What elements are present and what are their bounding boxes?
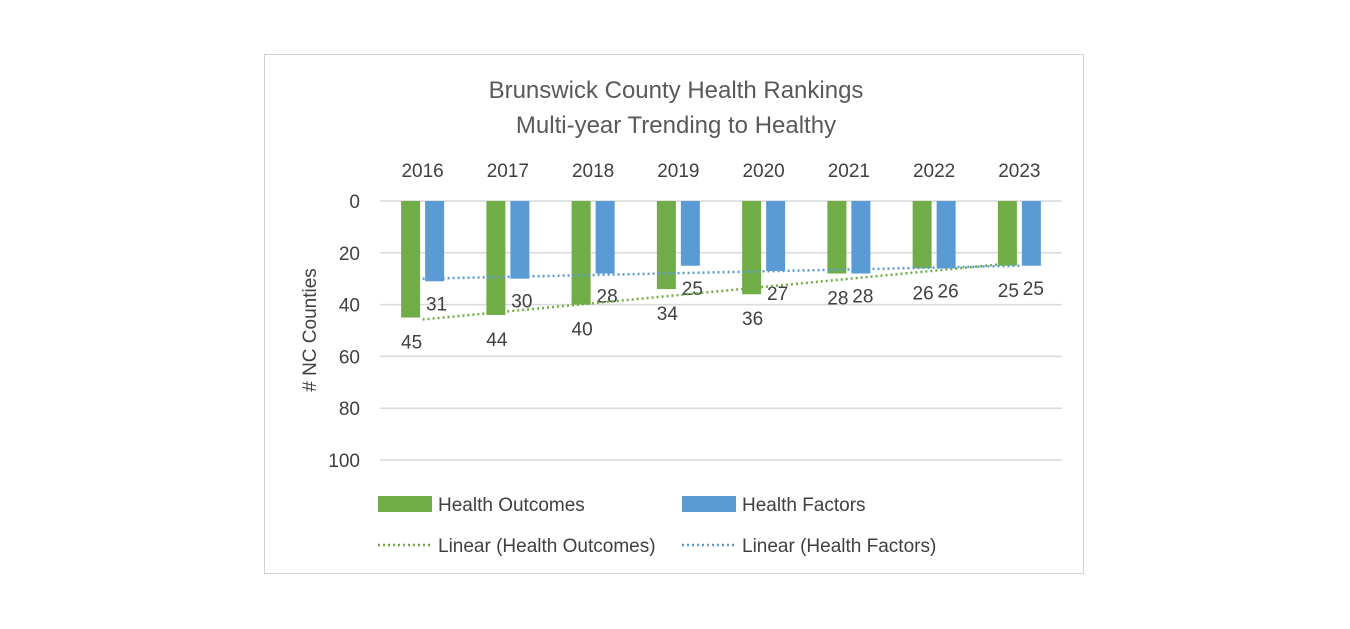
bar-health-factors xyxy=(595,201,615,274)
data-label-health-outcomes: 45 xyxy=(401,333,422,354)
data-label-health-outcomes: 34 xyxy=(657,304,679,325)
data-label-health-factors: 27 xyxy=(767,284,788,305)
x-tick-label: 2020 xyxy=(742,161,784,182)
chart-title-line: Multi-year Trending to Healthy xyxy=(516,112,836,139)
legend-health-factors-swatch xyxy=(682,496,736,512)
chart-frame xyxy=(264,54,1084,574)
y-tick-label: 60 xyxy=(339,347,360,368)
y-tick-label: 40 xyxy=(339,296,360,317)
bar-health-outcomes xyxy=(571,201,591,305)
y-tick-label: 80 xyxy=(339,399,360,420)
bar-health-factors xyxy=(936,201,956,269)
chart-title-line: Brunswick County Health Rankings xyxy=(489,77,864,104)
data-label-health-outcomes: 36 xyxy=(742,309,763,330)
bar-health-outcomes xyxy=(486,201,506,315)
data-label-health-outcomes: 26 xyxy=(913,283,934,304)
bar-health-outcomes xyxy=(912,201,932,269)
data-label-health-factors: 30 xyxy=(511,292,532,313)
legend-linear-health-outcomes-label: Linear (Health Outcomes) xyxy=(438,536,656,557)
legend-linear-health-factors-label: Linear (Health Factors) xyxy=(742,536,936,557)
x-tick-label: 2018 xyxy=(572,161,614,182)
bar-health-outcomes xyxy=(997,201,1017,266)
legend-health-outcomes-swatch xyxy=(378,496,432,512)
data-label-health-factors: 25 xyxy=(1023,279,1044,300)
legend-health-factors-label: Health Factors xyxy=(742,495,866,516)
y-tick-label: 20 xyxy=(339,244,360,265)
x-tick-label: 2021 xyxy=(828,161,870,182)
data-label-health-factors: 28 xyxy=(852,287,873,308)
data-label-health-factors: 26 xyxy=(938,281,959,302)
bar-health-outcomes xyxy=(742,201,762,295)
x-tick-label: 2023 xyxy=(998,161,1040,182)
bar-health-factors xyxy=(425,201,445,282)
y-axis-title: # NC Counties xyxy=(300,268,321,392)
y-tick-label: 100 xyxy=(328,451,360,472)
y-tick-label: 0 xyxy=(349,192,360,213)
data-label-health-outcomes: 44 xyxy=(486,330,508,351)
data-label-health-outcomes: 40 xyxy=(572,320,593,341)
bar-health-outcomes xyxy=(827,201,847,274)
x-tick-label: 2022 xyxy=(913,161,955,182)
bar-health-factors xyxy=(851,201,871,274)
bar-health-factors xyxy=(510,201,530,279)
x-tick-label: 2019 xyxy=(657,161,699,182)
data-label-health-outcomes: 25 xyxy=(998,281,1019,302)
bar-health-factors xyxy=(766,201,786,271)
bar-health-outcomes xyxy=(656,201,676,290)
legend-health-outcomes-label: Health Outcomes xyxy=(438,495,585,516)
data-label-health-outcomes: 28 xyxy=(827,289,848,310)
bar-health-outcomes xyxy=(401,201,421,318)
x-tick-label: 2016 xyxy=(401,161,443,182)
bar-health-factors xyxy=(1021,201,1041,266)
data-label-health-factors: 31 xyxy=(426,294,447,315)
x-tick-label: 2017 xyxy=(487,161,529,182)
data-label-health-factors: 25 xyxy=(682,279,703,300)
bar-health-factors xyxy=(680,201,700,266)
data-label-health-factors: 28 xyxy=(597,287,618,308)
